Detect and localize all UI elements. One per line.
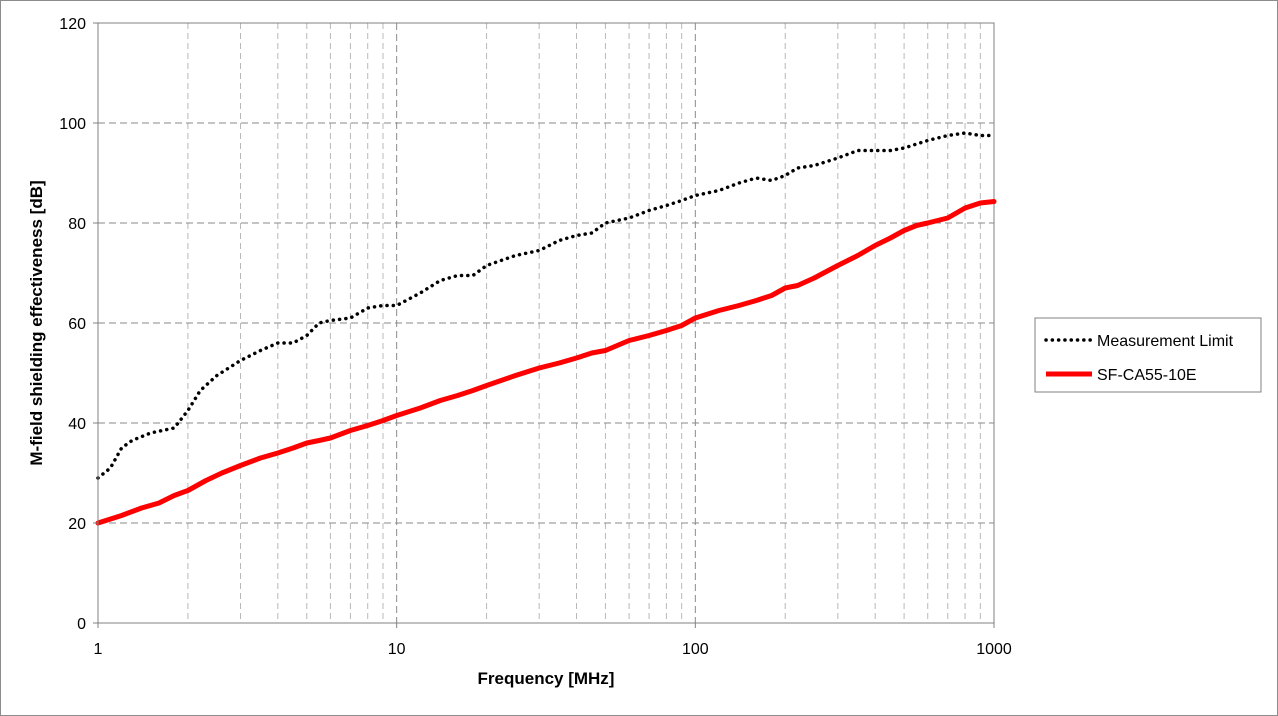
x-axis-title: Frequency [MHz] <box>478 669 615 688</box>
legend: Measurement Limit SF-CA55-10E <box>1034 317 1262 393</box>
series-line-measurement-limit <box>96 131 996 480</box>
legend-box <box>1034 317 1262 393</box>
y-tick-label: 40 <box>68 416 86 433</box>
y-tick-label: 80 <box>68 216 86 233</box>
x-tick-label: 1 <box>94 641 103 658</box>
legend-label: SF-CA55-10E <box>1097 367 1197 384</box>
x-tick-label: 10 <box>388 641 406 658</box>
series-layer <box>95 131 997 526</box>
legend-label: Measurement Limit <box>1097 333 1234 350</box>
y-tick-label: 0 <box>77 616 86 633</box>
x-tick-label: 100 <box>682 641 709 658</box>
x-tick-label: 1000 <box>976 641 1012 658</box>
y-axis-title: M-field shielding effectiveness [dB] <box>27 180 46 465</box>
y-tick-label: 60 <box>68 316 86 333</box>
y-tick-label: 120 <box>59 16 86 33</box>
series-line-sf-ca55-10e <box>95 199 997 526</box>
y-tick-label: 100 <box>59 116 86 133</box>
y-tick-label: 20 <box>68 516 86 533</box>
grid-layer <box>98 23 994 623</box>
